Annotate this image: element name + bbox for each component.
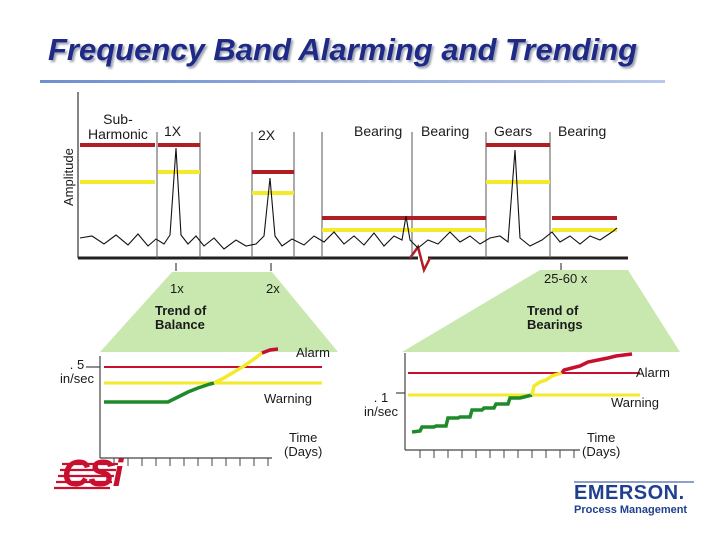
balance-trend-green xyxy=(104,381,215,404)
title-underline xyxy=(40,80,665,83)
band-label-1x: 1X xyxy=(164,123,182,139)
axis-marker-2x: 2x xyxy=(266,281,280,296)
bearings-trend-green xyxy=(411,393,533,434)
csi-logo-text: CSi xyxy=(62,453,123,495)
alarm-limits xyxy=(80,143,617,220)
bearings-callout xyxy=(402,270,680,352)
band-label-bearing-1: Bearing xyxy=(354,123,403,139)
slide-title: Frequency Band Alarming and Trending xyxy=(48,32,638,67)
band-label-subharmonic: Sub- Harmonic xyxy=(88,111,148,143)
emerson-logo-subtext: Process Management xyxy=(574,504,688,516)
balance-trend-yellow xyxy=(213,351,264,385)
balance-trend-red xyxy=(261,347,279,355)
balance-warning-label: Warning xyxy=(264,391,312,406)
axis-marker-1x: 1x xyxy=(170,281,184,296)
band-dividers xyxy=(156,132,551,258)
balance-alarm-label: Alarm xyxy=(296,345,330,360)
bearings-warning-label: Warning xyxy=(611,395,659,410)
axis-marker-range: 25-60 x xyxy=(544,271,588,286)
bearings-trend-red xyxy=(560,352,633,374)
balance-trend-chart xyxy=(86,347,322,466)
bearings-x-ticks xyxy=(419,450,575,458)
emerson-logo-text: EMERSON. xyxy=(574,482,685,504)
csi-logo xyxy=(54,462,118,490)
band-label-bearing-2: Bearing xyxy=(421,123,470,139)
balance-callout xyxy=(100,272,338,352)
band-label-2x: 2X xyxy=(258,127,276,143)
axis-break-icon xyxy=(408,244,432,274)
bearings-time-label: Time (Days) xyxy=(582,430,621,460)
band-label-bearing-3: Bearing xyxy=(558,123,607,139)
balance-x-ticks xyxy=(113,458,269,466)
axis-tick-markers xyxy=(175,263,562,271)
bearings-alarm-label: Alarm xyxy=(636,365,670,380)
balance-y-value: . 5 in/sec xyxy=(60,357,94,387)
bearings-trend-chart xyxy=(396,352,640,458)
bearings-trend-title: Trend of Bearings xyxy=(527,303,583,333)
warning-limits xyxy=(80,170,617,232)
balance-time-label: Time (Days) xyxy=(284,430,323,460)
bearings-y-value: . 1 in/sec xyxy=(364,390,398,420)
amplitude-axis-label: Amplitude xyxy=(61,148,76,206)
bearings-trend-yellow xyxy=(530,371,563,396)
band-label-gears: Gears xyxy=(494,123,533,139)
balance-trend-title: Trend of Balance xyxy=(155,303,207,333)
spectrum-trace xyxy=(79,147,618,250)
